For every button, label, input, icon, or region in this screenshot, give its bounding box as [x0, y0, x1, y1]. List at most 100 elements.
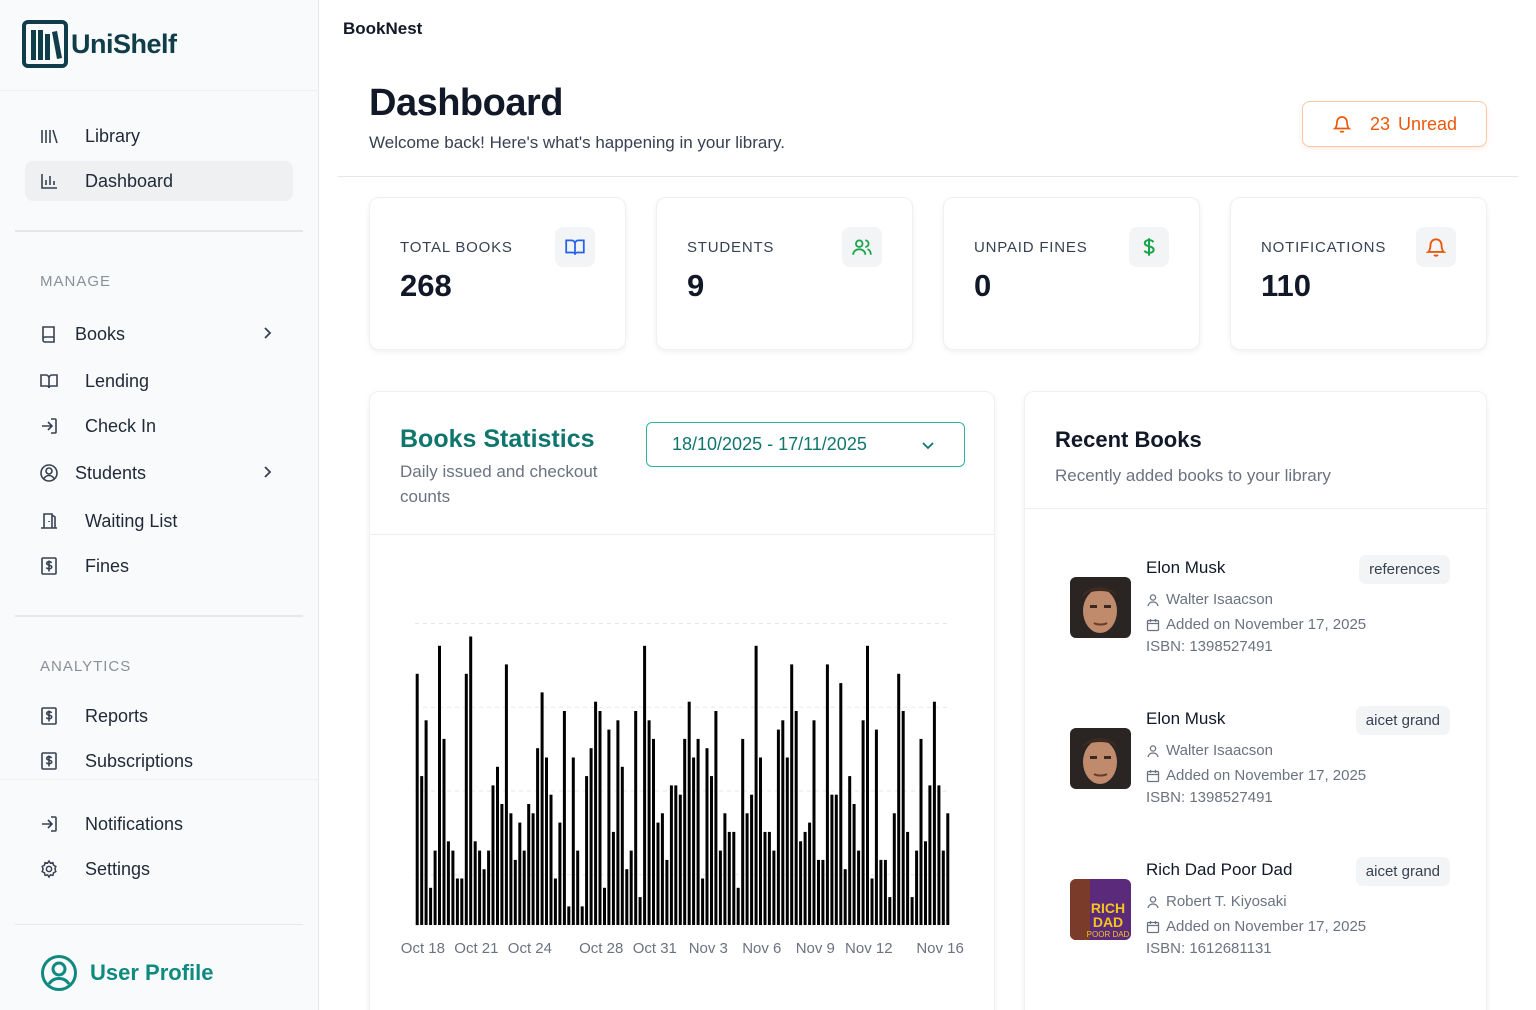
chart-bar[interactable] — [714, 711, 718, 925]
chart-bar[interactable] — [741, 738, 745, 925]
chart-bar[interactable] — [558, 822, 562, 925]
chart-bar[interactable] — [571, 757, 575, 926]
chart-bar[interactable] — [785, 757, 789, 926]
chart-bar[interactable] — [545, 757, 548, 926]
chart-bar[interactable] — [478, 850, 482, 925]
chart-bar[interactable] — [643, 645, 647, 925]
chart-bar[interactable] — [420, 776, 424, 925]
chart-bar[interactable] — [696, 738, 700, 925]
chart-bar[interactable] — [562, 711, 566, 925]
chart-bar[interactable] — [776, 729, 780, 925]
chart-bar[interactable] — [656, 822, 660, 925]
chart-bar[interactable] — [915, 850, 919, 925]
chart-bar[interactable] — [817, 859, 820, 925]
sidebar-item-check-in[interactable]: Check In — [25, 406, 293, 446]
chart-bar[interactable] — [442, 738, 446, 925]
chart-bar[interactable] — [429, 887, 433, 925]
chart-bar[interactable] — [553, 878, 557, 926]
chart-bar[interactable] — [941, 850, 945, 925]
chart-bar[interactable] — [812, 720, 816, 925]
chart-bar[interactable] — [487, 850, 491, 925]
chart-bar[interactable] — [866, 645, 869, 925]
chart-bar[interactable] — [576, 850, 580, 925]
chart-bar[interactable] — [620, 766, 624, 925]
chart-bar[interactable] — [803, 831, 807, 925]
chart-bar[interactable] — [892, 813, 896, 925]
chart-bar[interactable] — [919, 738, 923, 925]
chart-bar[interactable] — [759, 757, 762, 926]
chart-bar[interactable] — [509, 813, 513, 925]
chart-bar[interactable] — [496, 766, 499, 925]
chart-bar[interactable] — [879, 859, 883, 925]
chart-bar[interactable] — [830, 794, 834, 925]
chart-bar[interactable] — [683, 738, 687, 925]
sidebar-item-subscriptions[interactable]: Subscriptions — [25, 741, 293, 781]
chart-bar[interactable] — [794, 711, 798, 925]
chart-bar[interactable] — [772, 850, 776, 925]
unread-notifications-button[interactable]: 23 Unread — [1302, 101, 1487, 147]
chart-bar[interactable] — [732, 831, 736, 925]
chart-bar[interactable] — [460, 878, 464, 926]
chart-bar[interactable] — [504, 664, 508, 925]
sidebar-item-waiting-list[interactable]: Waiting List — [25, 501, 293, 541]
chart-bar[interactable] — [767, 831, 771, 925]
chart-bar[interactable] — [585, 776, 589, 925]
chart-bar[interactable] — [883, 859, 887, 925]
chart-bar[interactable] — [870, 878, 874, 926]
chart-bar[interactable] — [848, 776, 852, 925]
chart-bar[interactable] — [527, 804, 531, 925]
chart-bar[interactable] — [821, 859, 825, 925]
chart-bar[interactable] — [629, 850, 633, 925]
chart-bar[interactable] — [692, 757, 696, 926]
recent-book-item[interactable]: RICH DAD POOR DAD Rich Dad Poor Dad aice… — [1070, 857, 1450, 967]
chart-bar[interactable] — [678, 794, 682, 925]
chart-bar[interactable] — [625, 869, 629, 925]
chart-bar[interactable] — [723, 813, 727, 925]
chart-bar[interactable] — [491, 785, 495, 925]
sidebar-item-reports[interactable]: Reports — [25, 696, 293, 736]
chart-bar[interactable] — [910, 897, 914, 925]
chart-bar[interactable] — [790, 664, 794, 925]
chart-bar[interactable] — [589, 748, 593, 925]
chart-bar[interactable] — [727, 831, 731, 925]
chart-bar[interactable] — [611, 831, 615, 925]
chart-bar[interactable] — [852, 804, 856, 925]
chart-bar[interactable] — [874, 729, 878, 925]
chart-bar[interactable] — [638, 897, 642, 925]
chart-bar[interactable] — [607, 729, 611, 925]
sidebar-item-settings[interactable]: Settings — [25, 849, 293, 889]
chart-bar[interactable] — [616, 720, 620, 925]
chart-bar[interactable] — [518, 822, 522, 925]
chart-bar[interactable] — [834, 794, 838, 925]
chart-bar[interactable] — [531, 813, 535, 925]
chart-bar[interactable] — [580, 906, 584, 925]
chart-bar[interactable] — [415, 673, 419, 926]
chart-bar[interactable] — [660, 813, 664, 925]
chart-bar[interactable] — [808, 822, 812, 925]
chart-bar[interactable] — [906, 831, 910, 925]
chart-bar[interactable] — [763, 831, 767, 925]
chart-bar[interactable] — [522, 850, 526, 925]
chart-bar[interactable] — [446, 841, 450, 926]
chart-bar[interactable] — [710, 776, 713, 925]
chart-bar[interactable] — [424, 720, 428, 925]
chart-bar[interactable] — [451, 850, 455, 925]
chart-bar[interactable] — [932, 701, 936, 925]
chart-bar[interactable] — [634, 711, 638, 925]
chart-bar[interactable] — [897, 673, 901, 926]
chart-bar[interactable] — [549, 794, 553, 925]
chart-bar[interactable] — [901, 711, 905, 925]
chart-bar[interactable] — [594, 701, 598, 925]
chart-bar[interactable] — [754, 645, 758, 925]
chart-bar[interactable] — [718, 850, 722, 925]
sidebar-item-books[interactable]: Books — [25, 314, 293, 354]
chart-bar[interactable] — [839, 683, 843, 925]
chart-bar[interactable] — [647, 720, 651, 925]
chart-bar[interactable] — [567, 906, 571, 925]
chart-bar[interactable] — [536, 748, 540, 925]
chart-bar[interactable] — [825, 664, 829, 925]
chart-bar[interactable] — [924, 841, 927, 926]
chart-bar[interactable] — [701, 878, 705, 926]
user-profile-link[interactable]: User Profile — [40, 954, 214, 992]
chart-bar[interactable] — [540, 692, 544, 925]
